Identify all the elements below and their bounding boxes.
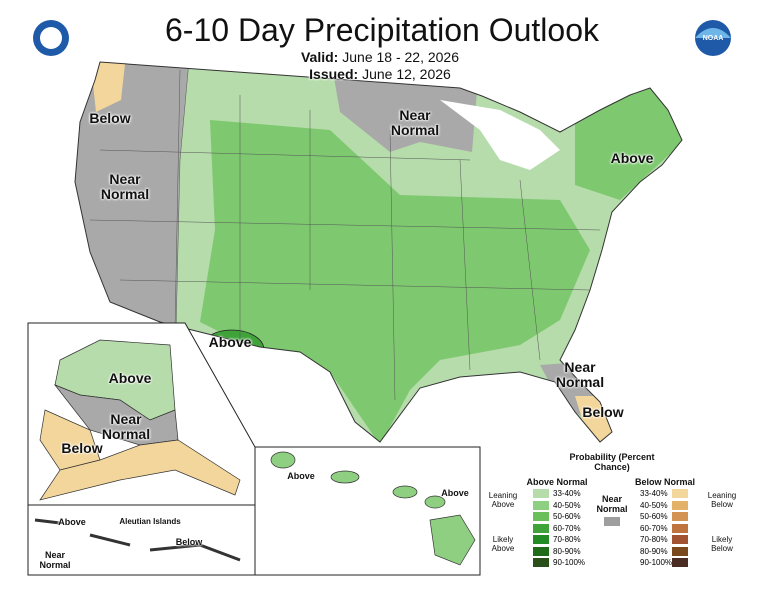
map-label: Below (582, 404, 624, 420)
legend-above-title: Above Normal (526, 477, 588, 487)
legend-group: Likely Above (491, 535, 515, 553)
legend-swatch (672, 523, 688, 533)
map-label: Near Normal (39, 550, 71, 570)
legend-swatch (672, 512, 688, 521)
map-label: Above (610, 150, 654, 166)
noaa-logo-text: NOAA (702, 35, 724, 42)
legend-bin-label: 33-40% (553, 489, 581, 498)
legend-bin-label: 50-60% (553, 512, 581, 521)
legend-bin-label: 40-50% (553, 500, 581, 510)
issued-label: Issued: (309, 66, 359, 82)
map-label: Near Normal (555, 359, 605, 390)
legend-bin-label: 50-60% (640, 512, 668, 521)
map-label: Above (58, 517, 86, 527)
legend-group: Likely Below (711, 535, 733, 553)
map-label: Below (89, 110, 131, 126)
title: 6-10 Day Precipitation Outlook (165, 12, 599, 48)
legend-below-title: Below Normal (634, 477, 696, 487)
legend-bin-label: 33-40% (640, 489, 668, 498)
legend-bin-label: 80-90% (640, 546, 668, 556)
map-label: Above (441, 488, 469, 498)
legend-swatch (672, 489, 688, 498)
logos (33, 20, 731, 56)
legend-swatch (533, 512, 549, 521)
legend-swatch (533, 558, 549, 567)
issued: Issued: June 12, 2026 (309, 67, 451, 82)
map-label: Above (208, 334, 252, 350)
valid-dates: June 18 - 22, 2026 (342, 49, 460, 65)
map-label: Below (175, 537, 203, 547)
legend-swatch (672, 558, 688, 567)
legend-group: Leaning Below (707, 491, 737, 509)
valid-label: Valid: (300, 49, 339, 65)
legend-swatch (672, 535, 688, 544)
legend-near: Near Normal (596, 494, 628, 514)
legend-bin-label: 80-90% (553, 546, 581, 556)
map-label: Near Normal (100, 171, 150, 202)
legend-swatch (533, 523, 549, 533)
map-label: Near Normal (390, 107, 440, 138)
legend-swatch (604, 517, 620, 526)
hawaii-islands (270, 451, 476, 566)
legend-group: Leaning Above (488, 491, 518, 509)
legend-swatch (533, 535, 549, 544)
legend-swatch (533, 489, 549, 498)
valid: Valid: June 18 - 22, 2026 (301, 50, 459, 65)
legend-bin-label: 90-100% (553, 558, 586, 567)
issued-date: June 12, 2026 (362, 66, 451, 82)
legend-bin-label: 40-50% (640, 500, 668, 510)
map-label: Below (61, 440, 103, 456)
state-lines (89, 69, 601, 401)
map-label: Near Normal (101, 411, 151, 442)
map-label: Above (108, 370, 152, 386)
legend-bin-label: 70-80% (640, 535, 668, 544)
legend-bin-label: 70-80% (553, 535, 581, 544)
legend-bin-label: 90-100% (640, 558, 673, 567)
map-label: Above (287, 471, 315, 481)
legend-title: Probability (Percent Chance) (569, 452, 655, 472)
legend-bin-label: 60-70% (553, 523, 581, 533)
legend-swatch (533, 546, 549, 556)
legend-swatch (533, 500, 549, 510)
aleutian-title: Aleutian Islands (119, 517, 181, 526)
legend-bin-label: 60-70% (640, 523, 668, 533)
legend-swatch (672, 500, 688, 510)
legend-swatch (672, 546, 688, 556)
